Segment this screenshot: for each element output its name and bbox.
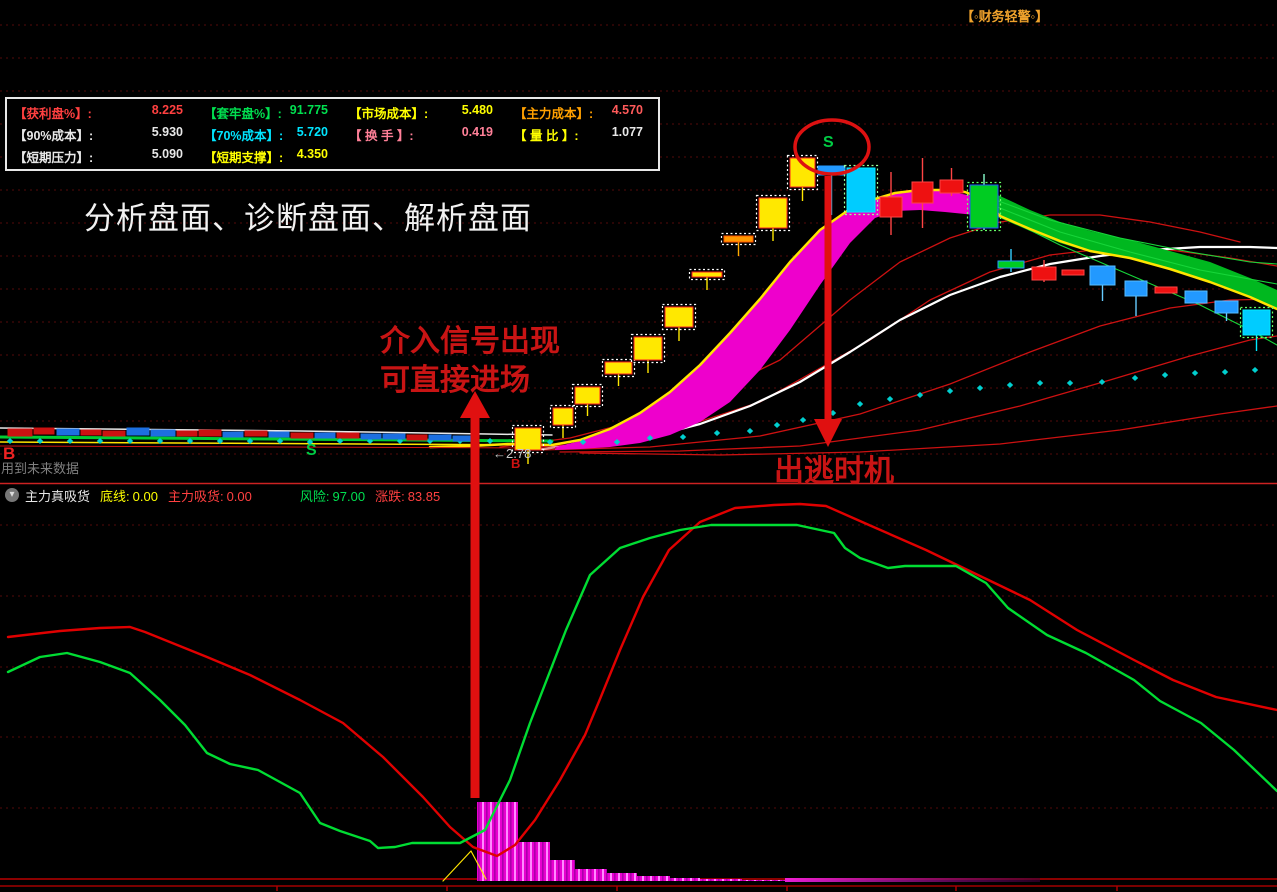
indicator-field-absorb: 主力吸货: 0.00	[167, 488, 252, 504]
metrics-row-1: 【获利盘%】: 8.225 【套牢盘%】: 91.775 【市场成本】: 5.4…	[7, 101, 658, 123]
metric-90pct-cost: 【90%成本】: 5.930	[14, 124, 183, 143]
metric-70pct-cost: 【70%成本】: 5.720	[204, 124, 328, 143]
metric-volume-ratio: 【 量 比 】: 1.077	[514, 124, 643, 143]
sell-signal-marker-flat: S	[306, 442, 317, 459]
metric-turnover: 【 换 手 】: 0.419	[349, 124, 493, 143]
buy-signal-marker-small: B	[511, 456, 521, 471]
metrics-panel: 【获利盘%】: 8.225 【套牢盘%】: 91.775 【市场成本】: 5.4…	[5, 97, 660, 171]
sell-signal-marker-top: S	[823, 134, 834, 151]
indicator-name[interactable]: 主力真吸货	[25, 488, 91, 504]
indicator-field-change: 涨跌: 83.85	[375, 488, 441, 504]
entry-signal-line2: 可直接进场	[380, 364, 530, 397]
collapse-chevron-icon[interactable]: ▾	[5, 488, 19, 502]
metric-main-cost: 【主力成本】: 4.570	[514, 102, 643, 121]
entry-signal-line1: 介入信号出现	[380, 325, 560, 358]
entry-signal-annotation: 介入信号出现 可直接进场	[380, 322, 560, 400]
price-pointer-label: ←2.78	[493, 446, 532, 461]
metric-short-support: 【短期支撑】: 4.350	[204, 146, 328, 165]
metric-short-resistance: 【短期压力】: 5.090	[14, 146, 183, 165]
exit-timing-annotation: 出逃时机	[774, 455, 894, 488]
future-data-note: 用到未来数据	[1, 461, 80, 476]
buy-signal-marker: B	[3, 444, 16, 463]
indicator-field-risk: 风险: 97.00	[299, 488, 366, 504]
indicator-header: ▾ 主力真吸货 底线: 0.00 主力吸货: 0.00 风险: 97.00 涨跌: 83…	[5, 486, 440, 504]
metrics-row-2: 【90%成本】: 5.930 【70%成本】: 5.720 【 换 手 】: 0…	[7, 123, 658, 145]
indicator-field-baseline: 底线: 0.00	[100, 488, 158, 504]
metric-profit-ratio: 【获利盘%】: 8.225	[14, 102, 183, 121]
metrics-row-3: 【短期压力】: 5.090 【短期支撑】: 4.350	[7, 145, 658, 167]
finance-alert-label: 【◦财务轻警◦】	[961, 9, 1049, 24]
metric-trapped-ratio: 【套牢盘%】: 91.775	[204, 102, 328, 121]
metric-market-cost: 【市场成本】: 5.480	[349, 102, 493, 121]
headline-annotation: 分析盘面、诊断盘面、解析盘面	[84, 201, 532, 236]
